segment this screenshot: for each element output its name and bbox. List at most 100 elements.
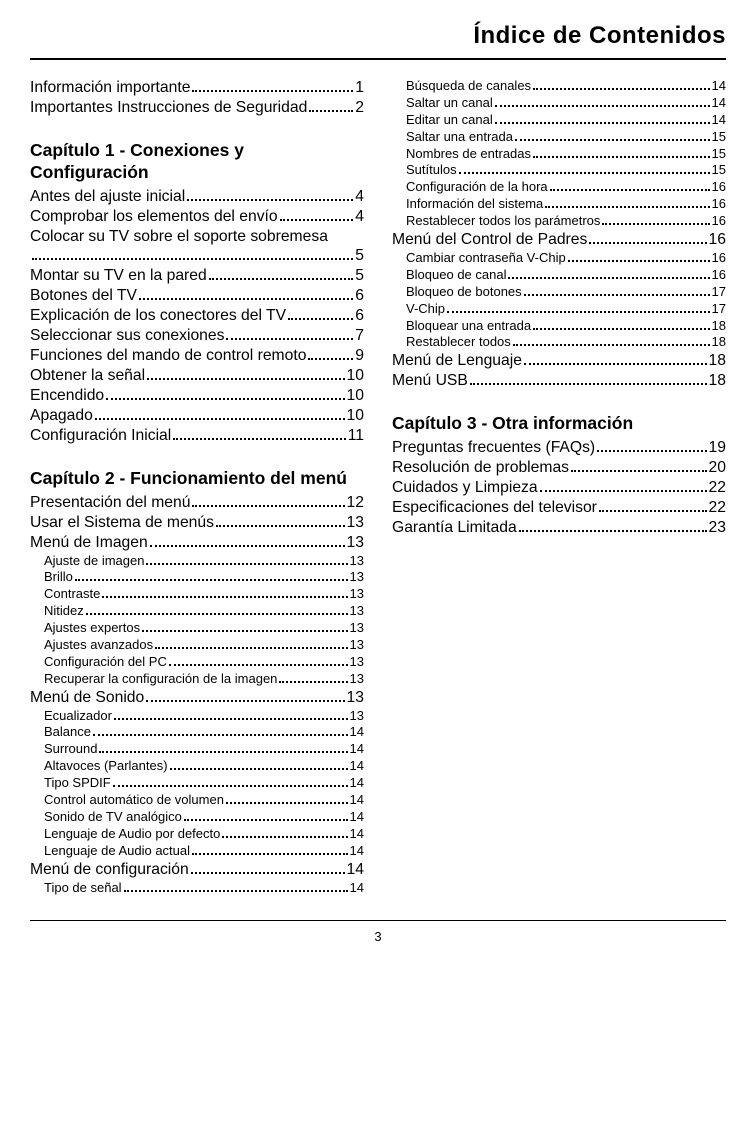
toc-entry: Menú del Control de Padres16 [392,230,726,250]
toc-entry: Importantes Instrucciones de Seguridad2 [30,98,364,118]
toc-sub-entry-label: Ecualizador [44,708,112,725]
toc-sub-entry-label: Información del sistema [406,196,543,213]
toc-entry: Menú USB18 [392,371,726,391]
toc-leader [589,242,706,244]
toc-entry: Encendido10 [30,386,364,406]
toc-entry-page: 2 [355,98,364,118]
toc-entry-continuation: 5 [30,246,364,266]
toc-leader [513,344,710,346]
right-column: Búsqueda de canales14Saltar un canal14Ed… [392,78,726,896]
toc-leader [280,219,354,221]
toc-sub-entry-label: Balance [44,724,91,741]
toc-leader [533,328,709,330]
toc-entry-page: 19 [709,438,726,458]
toc-entry: Resolución de problemas20 [392,458,726,478]
toc-entry: Apagado10 [30,406,364,426]
toc-sub-entry: Tipo de señal14 [30,880,364,897]
toc-sub-entry: Control automático de volumen14 [30,792,364,809]
page-number: 3 [30,929,726,944]
toc-entry: Antes del ajuste inicial4 [30,187,364,207]
toc-sub-entry-label: Sutítulos [406,162,457,179]
toc-entry-label: Información importante [30,78,190,98]
toc-sub-entry-label: Control automático de volumen [44,792,224,809]
toc-sub-entry-page: 14 [350,775,364,792]
toc-entry-label: Botones del TV [30,286,137,306]
toc-leader [170,768,348,770]
toc-leader [550,189,710,191]
toc-entry-page: 10 [347,406,364,426]
toc-entry-page: 18 [709,351,726,371]
toc-entry-page: 7 [355,326,364,346]
toc-leader [147,378,344,380]
toc-leader [114,718,348,720]
toc-entry: Montar su TV en la pared5 [30,266,364,286]
toc-sub-entry-page: 14 [350,843,364,860]
toc-leader [545,206,709,208]
toc-sub-entry-label: Nitidez [44,603,84,620]
toc-entry: Especificaciones del televisor22 [392,498,726,518]
toc-leader [524,294,710,296]
toc-entry-page: 13 [347,688,364,708]
toc-sub-entry: Ecualizador13 [30,708,364,725]
toc-leader [106,398,344,400]
toc-sub-entry-label: Bloqueo de botones [406,284,522,301]
toc-leader [533,156,710,158]
toc-leader [279,681,347,683]
toc-entry-label: Funciones del mando de control remoto [30,346,306,366]
toc-entry-page: 12 [347,493,364,513]
toc-sub-entry-page: 16 [712,213,726,230]
chapter-heading: Capítulo 1 - Conexiones y Configuración [30,140,364,184]
toc-leader [146,700,344,702]
toc-leader [216,525,345,527]
toc-sub-entry-label: Saltar una entrada [406,129,513,146]
toc-entry-page: 13 [347,513,364,533]
toc-entry: Seleccionar sus conexiones7 [30,326,364,346]
toc-entry-label: Menú USB [392,371,468,391]
toc-sub-entry-label: Tipo de señal [44,880,122,897]
toc-entry-label: Preguntas frecuentes (FAQs) [392,438,595,458]
footer-rule [30,920,726,921]
toc-leader [602,223,709,225]
title-rule [30,58,726,60]
toc-leader [209,278,354,280]
toc-entry-label: Obtener la señal [30,366,145,386]
toc-sub-entry: Tipo SPDIF14 [30,775,364,792]
toc-leader [139,298,353,300]
chapter-heading: Capítulo 3 - Otra información [392,413,726,435]
toc-entry: Comprobar los elementos del envío4 [30,207,364,227]
toc-leader [226,338,353,340]
toc-leader [568,260,710,262]
toc-entry-label: Encendido [30,386,104,406]
toc-sub-entry: Búsqueda de canales14 [392,78,726,95]
toc-sub-entry-label: Restablecer todos los parámetros [406,213,600,230]
toc-entry-label: Menú de Sonido [30,688,144,708]
left-column: Información importante 1Importantes Instr… [30,78,364,896]
toc-leader [95,418,345,420]
toc-sub-entry: Editar un canal14 [392,112,726,129]
toc-entry-page: 1 [355,78,364,98]
toc-leader [192,853,348,855]
toc-leader [495,105,710,107]
toc-leader [459,172,710,174]
toc-entry-label: Comprobar los elementos del envío [30,207,278,227]
toc-sub-entry-label: Lenguaje de Audio actual [44,843,190,860]
toc-sub-entry: Balance14 [30,724,364,741]
toc-sub-entry: Restablecer todos los parámetros 16 [392,213,726,230]
toc-entry-label: Garantía Limitada [392,518,517,538]
toc-sub-entry-page: 16 [712,179,726,196]
toc-sub-entry: Configuración de la hora16 [392,179,726,196]
toc-sub-entry: Lenguaje de Audio actual 14 [30,843,364,860]
toc-entry: Usar el Sistema de menús 13 [30,513,364,533]
toc-entry-label: Presentación del menú [30,493,190,513]
toc-sub-entry-page: 18 [712,334,726,351]
toc-sub-entry: Cambiar contraseña V-Chip16 [392,250,726,267]
toc-sub-entry-label: Altavoces (Parlantes) [44,758,168,775]
toc-entry-page: 6 [355,286,364,306]
toc-leader [508,277,709,279]
toc-entry-label: Usar el Sistema de menús [30,513,214,533]
toc-entry-page: 23 [709,518,726,538]
toc-entry: Botones del TV 6 [30,286,364,306]
toc-leader [192,90,353,92]
toc-entry-label: Cuidados y Limpieza [392,478,538,498]
toc-entry-page: 9 [355,346,364,366]
